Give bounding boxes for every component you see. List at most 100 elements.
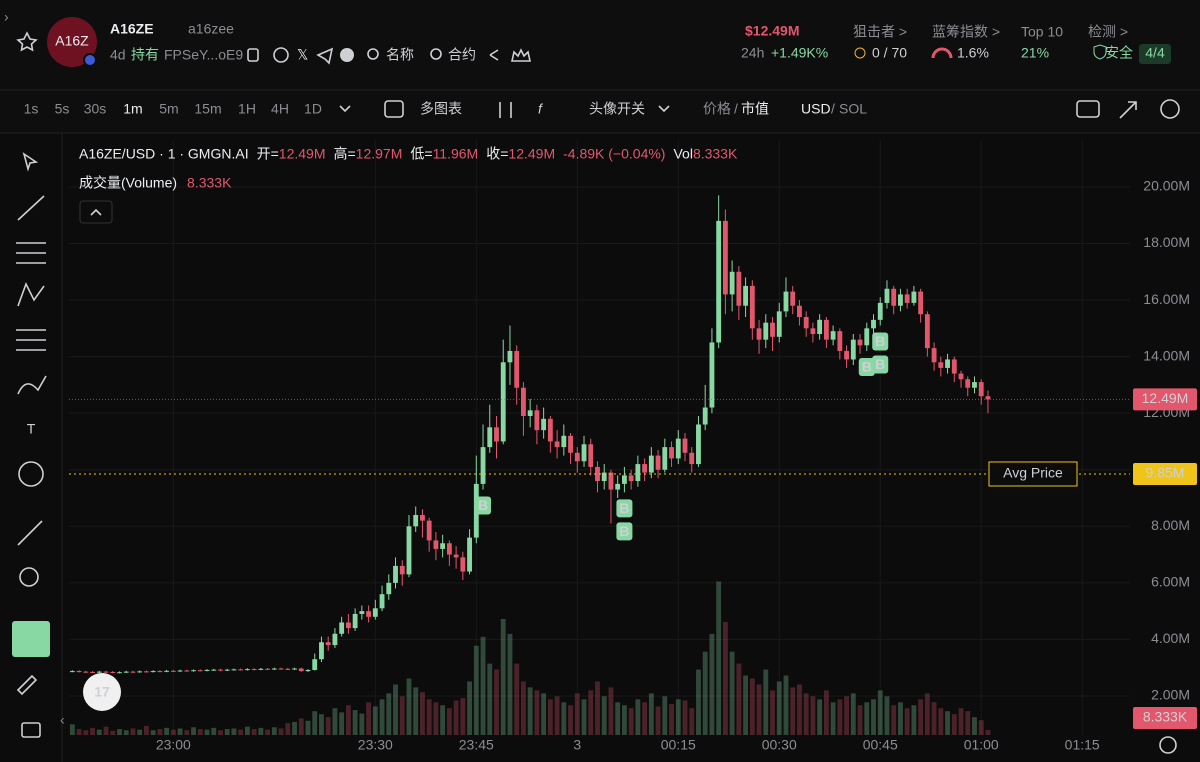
emoji-tool[interactable]: [18, 461, 44, 487]
interval[interactable]: 1H: [238, 101, 256, 117]
pump-icon[interactable]: [340, 48, 354, 62]
candle-body: [265, 668, 271, 670]
stat-label[interactable]: 狙击者 >: [853, 24, 907, 40]
zoom-tool[interactable]: [19, 567, 39, 587]
interval[interactable]: 1D: [304, 101, 322, 117]
x-tick-label: 01:15: [1065, 737, 1100, 753]
candle-body: [366, 611, 372, 617]
line-tool[interactable]: [17, 195, 45, 221]
lock-draw-tool[interactable]: [16, 674, 38, 696]
fib-tool[interactable]: [16, 329, 46, 351]
interval[interactable]: 1m: [123, 101, 142, 117]
stat-label[interactable]: 蓝筹指数 >: [932, 24, 1000, 40]
star-icon[interactable]: [16, 31, 38, 52]
candle-body: [642, 464, 648, 473]
candle-body: [924, 314, 930, 349]
fx-icon[interactable]: f: [538, 101, 544, 117]
avatar-toggle[interactable]: 头像开关: [589, 101, 645, 117]
candle-body: [985, 396, 991, 400]
interval[interactable]: 30s: [84, 101, 107, 117]
search-contract[interactable]: 合约: [448, 47, 476, 63]
side-arrow[interactable]: ›: [4, 9, 9, 25]
candle-body: [945, 359, 950, 368]
lock-tool[interactable]: [21, 722, 41, 738]
candle-body: [884, 288, 890, 303]
x-icon[interactable]: 𝕏: [297, 47, 308, 63]
multi-chart[interactable]: 多图表: [420, 101, 462, 117]
volume-bar: [911, 705, 917, 735]
search-name[interactable]: 名称: [386, 47, 414, 63]
search-icon[interactable]: [430, 48, 442, 60]
candle-body: [298, 668, 304, 672]
text-tool[interactable]: T: [27, 421, 36, 437]
hlines-tool[interactable]: [16, 242, 46, 264]
collapse-legend[interactable]: [79, 200, 113, 224]
volume-bar: [648, 693, 654, 735]
chevron[interactable]: [339, 105, 351, 113]
stat-value: 1.6%: [957, 45, 989, 61]
candle-body: [534, 410, 540, 431]
axis-settings[interactable]: [1159, 736, 1177, 754]
brush-tool[interactable]: [17, 375, 47, 395]
copy-icon[interactable]: [247, 48, 259, 62]
candle-body: [871, 319, 876, 329]
volume-bar: [669, 704, 674, 735]
price-toggle[interactable]: 价格: [703, 101, 731, 117]
interval[interactable]: 4H: [271, 101, 289, 117]
collapse-icon[interactable]: [90, 208, 102, 216]
volume-bar: [770, 690, 775, 735]
ruler-tool[interactable]: [17, 520, 43, 546]
interval[interactable]: 1s: [24, 101, 39, 117]
telegram-icon[interactable]: [316, 47, 334, 65]
usd-toggle[interactable]: USD: [801, 101, 831, 117]
candle-body: [231, 669, 237, 671]
volume-bar: [823, 690, 829, 735]
collapse[interactable]: ‹: [60, 712, 65, 728]
candle-body: [467, 537, 472, 572]
address[interactable]: FPSeY...oE9: [164, 47, 243, 63]
mcap-toggle[interactable]: 市值: [741, 101, 769, 117]
camera-icon[interactable]: [1076, 100, 1100, 118]
candle-body: [271, 668, 277, 670]
candle-body: [278, 668, 284, 670]
volume-bar: [500, 618, 506, 735]
volume-bar: [817, 699, 823, 735]
sol-toggle[interactable]: SOL: [839, 101, 867, 117]
volume-bar: [446, 708, 452, 735]
plus-icon[interactable]: [384, 100, 404, 118]
stat-label[interactable]: 检测 >: [1088, 24, 1128, 40]
search-icon[interactable]: [367, 48, 379, 60]
candle-body: [770, 322, 775, 337]
fullscreen-icon[interactable]: [1119, 101, 1137, 119]
candle-body: [776, 311, 782, 337]
interval[interactable]: 5s: [55, 101, 70, 117]
volume-bar: [164, 727, 170, 735]
last-price-label: 12.49M: [1142, 390, 1189, 406]
share-icon[interactable]: [489, 49, 499, 61]
pattern-tool[interactable]: [17, 281, 45, 307]
cursor-tool[interactable]: [22, 152, 39, 172]
web-icon[interactable]: [273, 47, 289, 63]
volume-bar: [541, 693, 547, 735]
volume-bar: [776, 681, 782, 735]
interval[interactable]: 5m: [159, 101, 178, 117]
candle-body: [648, 455, 654, 473]
crown-icon[interactable]: [511, 48, 531, 62]
hold[interactable]: 持有: [131, 47, 159, 63]
volume-bar: [958, 708, 964, 735]
magnet-tool[interactable]: [12, 621, 50, 657]
candle-body: [386, 582, 392, 595]
legend-text: 12.97M: [356, 146, 403, 162]
target-icon: [854, 47, 866, 59]
candle-body: [197, 670, 203, 672]
tv-logo-text: 17: [94, 684, 110, 700]
volume-bar: [487, 663, 493, 735]
chevron[interactable]: [658, 105, 670, 113]
candle-body: [574, 452, 580, 462]
volume-bar: [177, 728, 183, 735]
candle-icon[interactable]: [499, 102, 512, 118]
interval[interactable]: 15m: [194, 101, 221, 117]
volume-bar: [810, 696, 816, 735]
volume-bar: [473, 645, 479, 735]
settings-icon[interactable]: [1160, 99, 1180, 119]
